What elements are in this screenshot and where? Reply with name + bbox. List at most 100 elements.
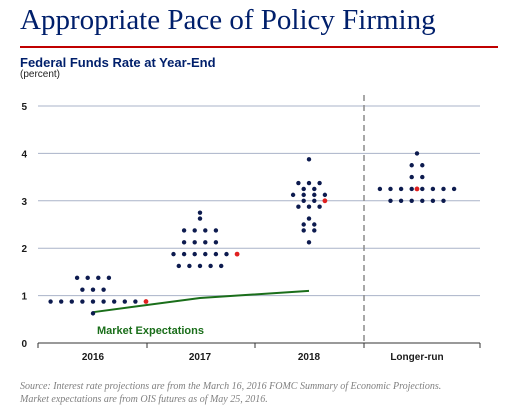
x-tick-label: 2018 bbox=[298, 352, 321, 363]
median-dot bbox=[322, 198, 328, 204]
projection-dot bbox=[301, 186, 306, 192]
projection-dot bbox=[181, 228, 187, 233]
projection-dot bbox=[317, 204, 322, 209]
projection-dot bbox=[197, 263, 203, 269]
projection-dot bbox=[388, 198, 393, 203]
projection-dot bbox=[203, 240, 208, 245]
projection-dot bbox=[224, 251, 229, 257]
projection-dot bbox=[213, 251, 219, 257]
projection-dot bbox=[187, 263, 192, 269]
chart-subtitle: Federal Funds Rate at Year-End bbox=[20, 55, 216, 70]
projection-dot bbox=[430, 186, 436, 192]
projection-dot bbox=[181, 240, 187, 245]
projection-dot bbox=[208, 263, 213, 269]
projection-dot bbox=[441, 186, 446, 192]
x-tick-label: Longer-run bbox=[390, 352, 443, 363]
page-title: Appropriate Pace of Policy Firming bbox=[20, 4, 436, 36]
projection-dot bbox=[203, 228, 208, 233]
median-dot bbox=[414, 186, 420, 192]
projection-dot bbox=[317, 180, 322, 186]
projection-dot bbox=[59, 299, 64, 304]
unit-label: (percent) bbox=[20, 69, 61, 80]
median-dot bbox=[143, 299, 149, 304]
y-tick-label: 0 bbox=[21, 339, 27, 350]
projection-dot bbox=[74, 275, 80, 281]
projection-dot bbox=[213, 240, 219, 245]
projection-dot bbox=[80, 287, 85, 292]
source-note: Source: Interest rate projections are fr… bbox=[20, 380, 441, 406]
projection-dot bbox=[90, 299, 96, 304]
projection-dot bbox=[181, 251, 187, 257]
projection-dot bbox=[301, 228, 306, 233]
projection-dot bbox=[213, 228, 219, 233]
projection-dot bbox=[296, 204, 301, 209]
source-line-2: Market expectations are from OIS futures… bbox=[20, 394, 268, 405]
projection-dot bbox=[409, 198, 414, 203]
y-tick-label: 2 bbox=[21, 244, 27, 255]
projection-dot bbox=[409, 186, 414, 192]
projection-dot bbox=[192, 240, 197, 245]
source-line-1: Source: Interest rate projections are fr… bbox=[20, 381, 442, 392]
projection-dot bbox=[430, 198, 436, 203]
projection-dot bbox=[322, 192, 328, 198]
projection-dot bbox=[388, 186, 393, 192]
projection-dot bbox=[306, 157, 312, 162]
projection-dot bbox=[112, 299, 117, 304]
projection-dot bbox=[106, 275, 112, 281]
projection-dot bbox=[441, 198, 446, 203]
projection-dot bbox=[197, 210, 203, 215]
projection-dot bbox=[420, 186, 425, 192]
projection-dot bbox=[171, 251, 176, 257]
projection-dot bbox=[133, 299, 138, 304]
title-underline bbox=[20, 46, 498, 48]
projection-dot bbox=[306, 240, 312, 245]
projection-dot bbox=[312, 186, 317, 192]
projection-dot bbox=[420, 163, 425, 168]
projection-dot bbox=[409, 174, 414, 180]
projection-dot bbox=[90, 311, 96, 316]
projection-dot bbox=[101, 287, 106, 292]
projection-dot bbox=[414, 151, 420, 156]
projection-dot bbox=[312, 222, 317, 227]
projection-dot bbox=[85, 275, 90, 281]
projection-dot bbox=[290, 192, 296, 198]
projection-dot bbox=[296, 180, 301, 186]
projection-dot bbox=[398, 198, 404, 203]
market-expectations-label: Market Expectations bbox=[97, 325, 204, 337]
projection-dot bbox=[409, 163, 414, 168]
x-tick-label: 2016 bbox=[82, 352, 105, 363]
projection-dot bbox=[420, 174, 425, 180]
median-dot bbox=[234, 251, 240, 257]
projection-dot bbox=[122, 299, 128, 304]
projection-dot bbox=[312, 198, 317, 203]
projection-dot bbox=[96, 275, 101, 281]
y-tick-label: 5 bbox=[21, 102, 27, 113]
projection-dot bbox=[312, 228, 317, 233]
projection-dot bbox=[306, 216, 312, 221]
projection-dot bbox=[306, 180, 312, 186]
projection-dot bbox=[219, 263, 224, 269]
projection-dot bbox=[301, 192, 306, 198]
market-expectations-line bbox=[92, 289, 310, 314]
projection-dot bbox=[90, 287, 96, 292]
y-tick-label: 4 bbox=[21, 149, 27, 160]
projection-dot bbox=[80, 299, 85, 304]
projection-dot bbox=[301, 222, 306, 227]
projection-dot bbox=[48, 299, 53, 304]
projection-dot bbox=[312, 192, 317, 198]
y-tick-label: 3 bbox=[21, 197, 27, 208]
x-tick-label: 2017 bbox=[189, 352, 212, 363]
projection-dot bbox=[192, 251, 197, 257]
projection-dot bbox=[101, 299, 106, 304]
projection-dot bbox=[377, 186, 383, 192]
projection-dot bbox=[301, 198, 306, 203]
projection-dot bbox=[69, 299, 75, 304]
y-tick-label: 1 bbox=[21, 292, 27, 303]
projection-dot bbox=[176, 263, 181, 269]
projection-dot bbox=[192, 228, 197, 233]
projection-dot bbox=[197, 216, 203, 221]
projection-dot bbox=[306, 204, 312, 209]
projection-dot bbox=[420, 198, 425, 203]
projection-dot bbox=[398, 186, 404, 192]
